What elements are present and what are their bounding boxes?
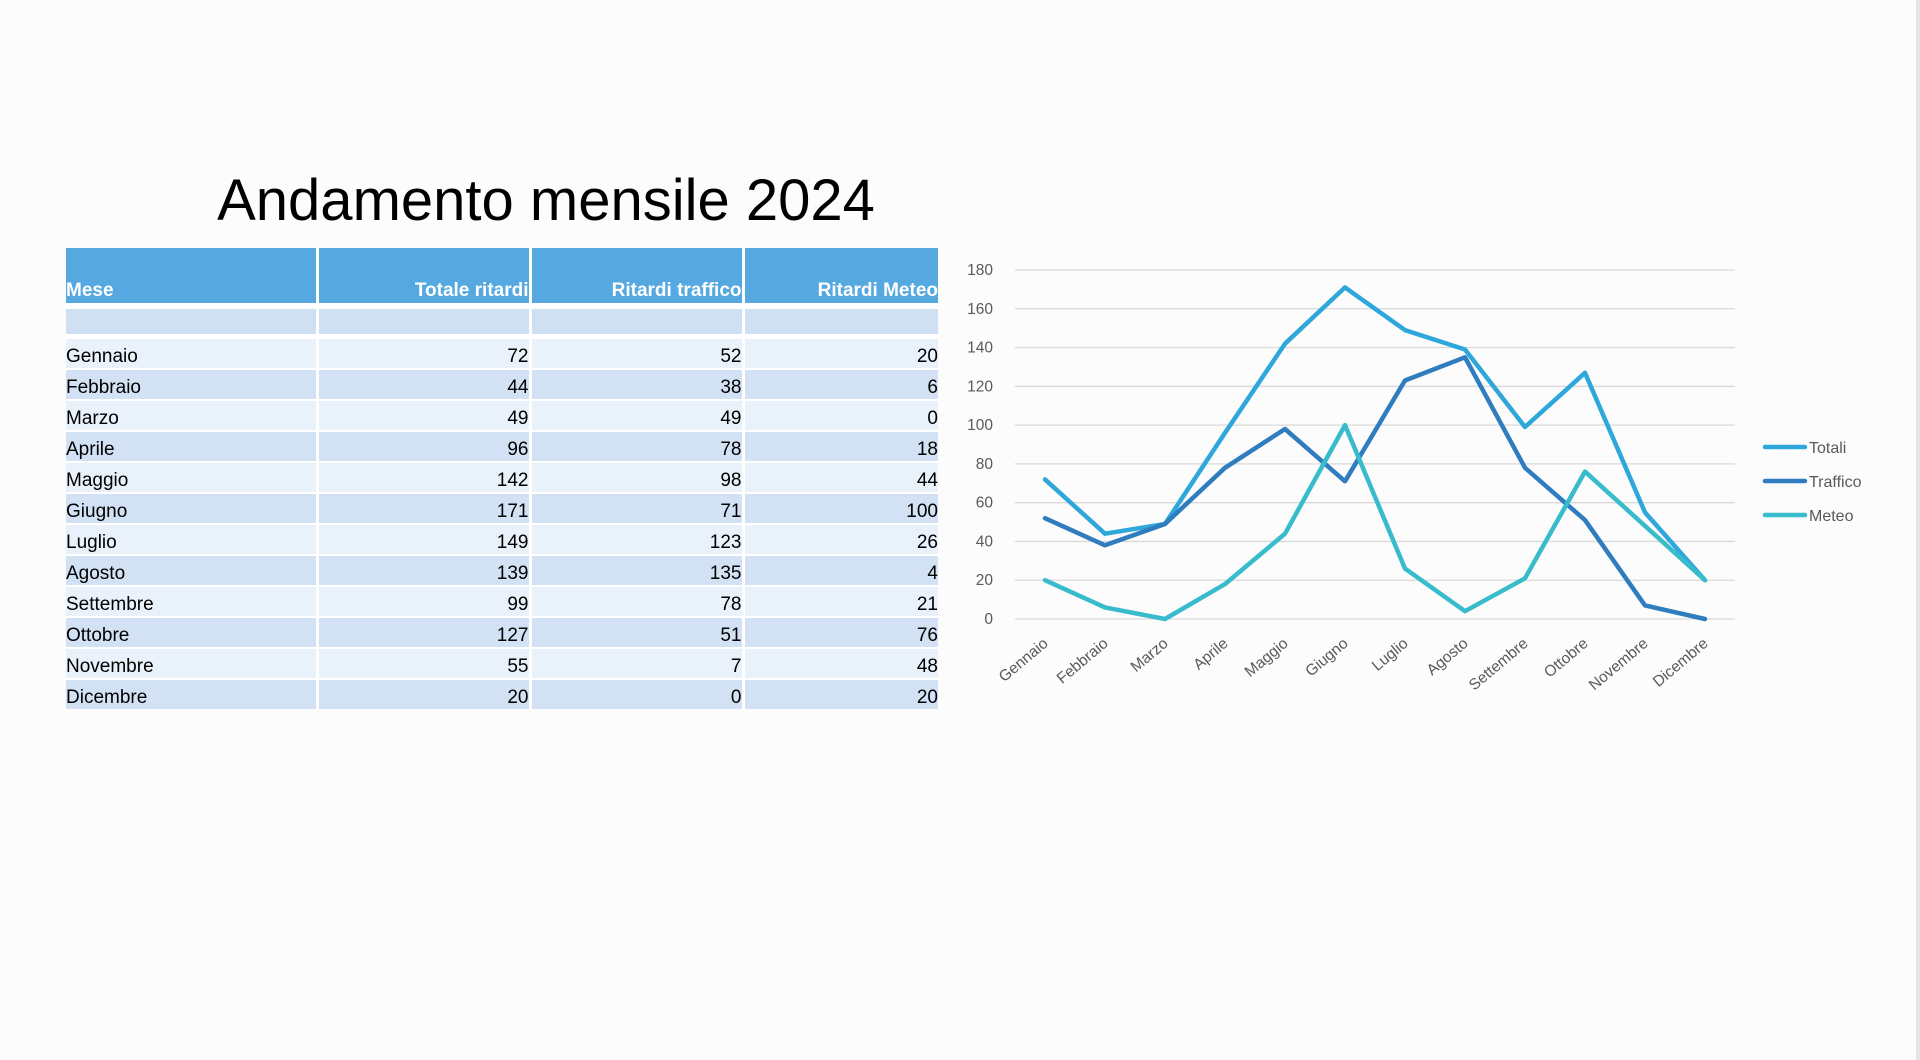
cell-meteo: 20: [743, 337, 938, 369]
cell-traffico: 135: [530, 554, 745, 586]
y-tick-label: 0: [984, 611, 993, 628]
legend-label: Meteo: [1809, 508, 1854, 525]
y-tick-label: 180: [967, 262, 993, 279]
cell-traffico: 0: [530, 678, 745, 709]
delays-line-chart: 0 20 40 60 80 100 120 140 160 180 Gennaio Febbraio M…: [967, 262, 1862, 694]
cell-mese: Dicembre: [66, 678, 319, 709]
header-ritardi-meteo: Ritardi Meteo: [743, 248, 938, 306]
x-tick-label: Maggio: [1242, 635, 1292, 681]
cell-totale: 55: [317, 647, 532, 679]
cell-mese: Settembre: [66, 585, 319, 617]
y-tick-label: 120: [967, 378, 993, 395]
table-gap-row: [66, 334, 940, 338]
cell-mese: Ottobre: [66, 616, 319, 648]
table-row: Ottobre 127 51 76: [66, 616, 938, 648]
table-row: Giugno 171 71 100: [66, 492, 938, 524]
table-row: Febbraio 44 38 6: [66, 368, 938, 400]
cell-totale: 171: [317, 492, 532, 524]
cell-traffico: 98: [530, 461, 745, 493]
x-tick-label: Febbraio: [1054, 635, 1112, 687]
legend-label: Traffico: [1809, 474, 1862, 491]
cell-traffico: 49: [530, 399, 745, 431]
cell-traffico: 78: [530, 585, 745, 617]
cell-totale: 72: [317, 337, 532, 369]
y-tick-label: 160: [967, 301, 993, 318]
cell-mese: Luglio: [66, 523, 319, 555]
table-row: Maggio 142 98 44: [66, 461, 938, 493]
cell-mese: Novembre: [66, 647, 319, 679]
cell-mese: Marzo: [66, 399, 319, 431]
slide-title: Andamento mensile 2024: [217, 168, 875, 233]
cell-meteo: 6: [743, 368, 938, 400]
cell-totale: 44: [317, 368, 532, 400]
cell-traffico: 51: [530, 616, 745, 648]
cell-totale: 149: [317, 523, 532, 555]
table-row: Luglio 149 123 26: [66, 523, 938, 555]
x-tick-label: Dicembre: [1650, 635, 1712, 691]
cell-traffico: 123: [530, 523, 745, 555]
cell-meteo: 18: [743, 430, 938, 462]
y-tick-label: 40: [976, 533, 994, 550]
cell-mese: Aprile: [66, 430, 319, 462]
x-tick-label: Novembre: [1586, 635, 1652, 694]
table-row: Agosto 139 135 4: [66, 554, 938, 586]
x-tick-label: Aprile: [1190, 635, 1231, 674]
cell-meteo: 76: [743, 616, 938, 648]
cell-meteo: 20: [743, 678, 938, 709]
cell-traffico: 78: [530, 430, 745, 462]
cell-meteo: 26: [743, 523, 938, 555]
cell-meteo: 0: [743, 399, 938, 431]
x-tick-label: Ottobre: [1541, 635, 1592, 681]
table-row: Dicembre 20 0 20: [66, 678, 938, 709]
x-tick-label: Gennaio: [996, 635, 1052, 686]
cell-mese: Agosto: [66, 554, 319, 586]
y-tick-label: 20: [976, 572, 994, 589]
x-tick-label: Settembre: [1466, 635, 1532, 694]
header-ritardi-traffico: Ritardi traffico: [530, 248, 745, 306]
cell-traffico: 38: [530, 368, 745, 400]
cell-meteo: 4: [743, 554, 938, 586]
cell-totale: 49: [317, 399, 532, 431]
header-totale-ritardi: Totale ritardi: [317, 248, 532, 306]
y-tick-label: 140: [967, 340, 993, 357]
cell-meteo: 48: [743, 647, 938, 679]
table-header-row: Mese Totale ritardi Ritardi traffico Rit…: [66, 248, 938, 306]
cell-meteo: 21: [743, 585, 938, 617]
table-row: Settembre 99 78 21: [66, 585, 938, 617]
x-tick-label: Marzo: [1128, 635, 1172, 676]
x-tick-label: Agosto: [1424, 635, 1472, 679]
cell-totale: 139: [317, 554, 532, 586]
y-tick-label: 60: [976, 495, 994, 512]
cell-mese: Maggio: [66, 461, 319, 493]
x-tick-label: Giugno: [1302, 635, 1351, 680]
cell-mese: Giugno: [66, 492, 319, 524]
cell-meteo: 44: [743, 461, 938, 493]
series-line-traffico: [1042, 355, 1708, 622]
cell-traffico: 71: [530, 492, 745, 524]
cell-totale: 96: [317, 430, 532, 462]
slide-edge: [1916, 0, 1920, 1060]
cell-traffico: 52: [530, 337, 745, 369]
table-row: Novembre 55 7 48: [66, 647, 938, 679]
table-row: Marzo 49 49 0: [66, 399, 938, 431]
x-tick-label: Luglio: [1369, 635, 1412, 675]
legend-label: Totali: [1809, 440, 1846, 457]
cell-meteo: 100: [743, 492, 938, 524]
cell-totale: 20: [317, 678, 532, 709]
cell-traffico: 7: [530, 647, 745, 679]
cell-totale: 99: [317, 585, 532, 617]
cell-mese: Gennaio: [66, 337, 319, 369]
y-tick-label: 100: [967, 417, 993, 434]
table-empty-row: [66, 303, 938, 334]
table-row: Gennaio 72 52 20: [66, 337, 938, 369]
cell-totale: 142: [317, 461, 532, 493]
monthly-delays-table: Mese Totale ritardi Ritardi traffico Rit…: [66, 248, 940, 709]
header-mese: Mese: [66, 248, 319, 306]
y-tick-label: 80: [976, 456, 994, 473]
series-line-meteo: [1042, 422, 1708, 622]
cell-mese: Febbraio: [66, 368, 319, 400]
table-row: Aprile 96 78 18: [66, 430, 938, 462]
cell-totale: 127: [317, 616, 532, 648]
